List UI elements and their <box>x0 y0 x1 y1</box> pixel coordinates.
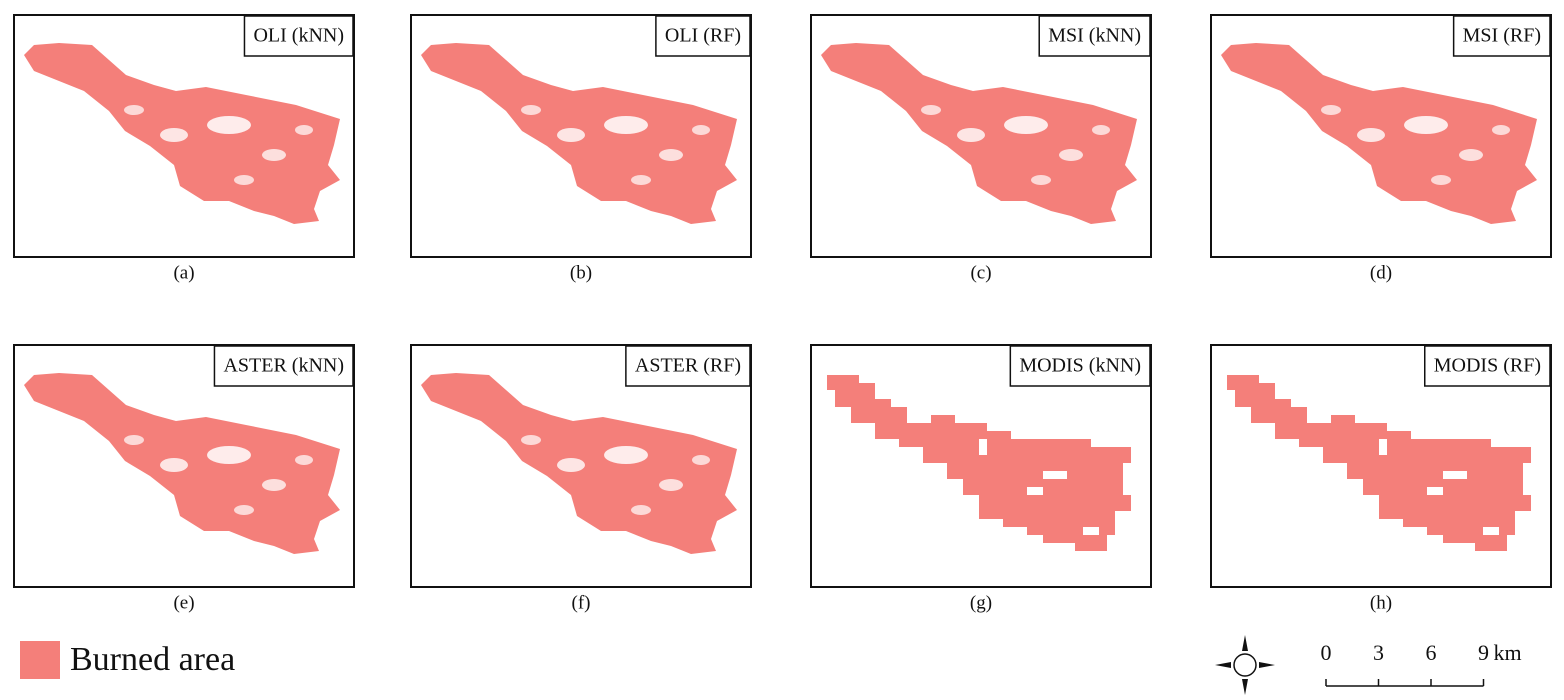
label-box <box>213 345 354 387</box>
map-panel: MODIS (kNN) <box>810 344 1152 588</box>
panel-label: OLI (kNN) <box>253 25 344 47</box>
panel-caption: (e) <box>173 592 194 613</box>
panel-label: MSI (kNN) <box>1048 25 1141 47</box>
scale-label: 6 <box>1426 640 1437 665</box>
panel-label: ASTER (RF) <box>635 355 741 377</box>
map-panel: OLI (kNN) <box>13 14 355 258</box>
map-panel: ASTER (kNN) <box>13 344 355 588</box>
label-box <box>1009 345 1151 387</box>
scale-unit: km <box>1494 640 1522 665</box>
panel-label: MSI (RF) <box>1463 25 1541 47</box>
panel-label: MODIS (kNN) <box>1019 355 1141 377</box>
map-panel: OLI (RF) <box>410 14 752 258</box>
panel-caption: (c) <box>970 262 991 283</box>
legend-label: Burned area <box>70 641 235 678</box>
panel-caption: (a) <box>173 262 194 283</box>
label-box <box>1424 345 1551 387</box>
panel-caption: (d) <box>1370 262 1392 283</box>
map-panel: ASTER (RF) <box>410 344 752 588</box>
map-panel: MSI (kNN) <box>810 14 1152 258</box>
scale-label: 0 <box>1321 640 1332 665</box>
panel-caption: (g) <box>970 592 992 613</box>
legend-swatch <box>20 641 60 679</box>
label-box <box>1452 15 1551 57</box>
label-box <box>625 345 751 387</box>
label-box <box>1038 15 1151 57</box>
map-panel: MSI (RF) <box>1210 14 1552 258</box>
panel-label: MODIS (RF) <box>1434 355 1541 377</box>
panel-label: ASTER (kNN) <box>223 355 344 377</box>
north-arrow <box>1215 635 1275 695</box>
panel-label: OLI (RF) <box>665 25 741 47</box>
panel-caption: (f) <box>572 592 591 613</box>
scale-label: 9 <box>1478 640 1489 665</box>
label-box <box>243 15 354 57</box>
panel-caption: (b) <box>570 262 592 283</box>
scale-label: 3 <box>1373 640 1384 665</box>
map-panel: MODIS (RF) <box>1210 344 1552 588</box>
panel-caption: (h) <box>1370 592 1392 613</box>
label-box <box>655 15 751 57</box>
